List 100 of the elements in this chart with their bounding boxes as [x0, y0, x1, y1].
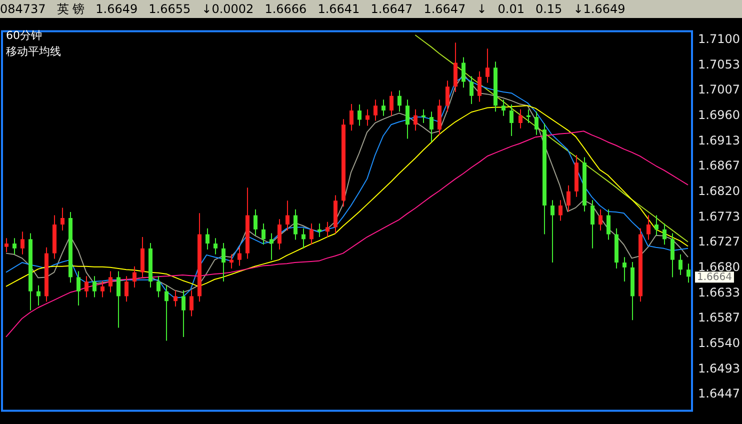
text: 1.6666 [264, 2, 307, 16]
candlestick [294, 208, 298, 240]
candlestick [222, 242, 226, 282]
candlestick [182, 290, 186, 338]
candlestick [382, 99, 386, 116]
y-tick-label: 1.6493 [698, 362, 740, 376]
text: 084737 [0, 2, 46, 16]
candlestick [326, 221, 330, 238]
candlestick [286, 200, 290, 232]
candlestick [486, 48, 490, 84]
text: 1.6664 [697, 272, 732, 283]
candlestick [366, 108, 370, 126]
y-tick-label: 1.6727 [698, 234, 740, 249]
candlestick [518, 108, 522, 129]
candlestick [238, 246, 242, 266]
y-tick-label: 1.7100 [698, 32, 740, 46]
candlestick [350, 103, 354, 132]
candlestick [206, 228, 210, 250]
chart-title: 60分钟 [6, 28, 43, 44]
candlestick [108, 270, 112, 293]
y-tick-label: 1.6447 [698, 386, 740, 401]
candlestick [318, 222, 322, 238]
text: ↓ [476, 2, 487, 16]
candlestick [12, 238, 16, 255]
candlestick [598, 208, 602, 232]
candlestick [84, 276, 88, 298]
candlestick [430, 111, 434, 142]
candlestick [60, 207, 64, 232]
candlestick [462, 56, 466, 88]
candlestick [36, 284, 40, 306]
candlestick [398, 90, 402, 112]
candlestick [302, 228, 306, 249]
y-tick-label: 1.6913 [698, 134, 740, 148]
candlestick [278, 218, 282, 250]
candlestick [390, 90, 394, 116]
candlestick [550, 200, 554, 264]
candlestick [140, 236, 144, 278]
candlestick [622, 256, 626, 282]
candlestick [470, 76, 474, 104]
y-tick-label: 1.7007 [698, 82, 740, 97]
text: 英 镑 [56, 0, 85, 18]
candlestick [174, 290, 178, 308]
candlestick [116, 270, 120, 328]
candlestick [670, 232, 674, 278]
y-tick-label: 1.6960 [698, 108, 740, 122]
candlestick [358, 104, 362, 126]
y-tick-label: 1.6867 [698, 158, 740, 173]
candlestick [214, 238, 218, 255]
candlestick [502, 99, 506, 116]
text: ↓0.0002 [202, 2, 254, 16]
candlestick [478, 70, 482, 102]
candlestick [100, 280, 104, 298]
candlestick [606, 208, 610, 240]
candlestick [374, 99, 378, 122]
candlestick [646, 214, 650, 240]
y-tick-label: 1.6773 [698, 210, 740, 224]
candlestick [230, 254, 234, 270]
candlestick [20, 231, 24, 255]
candlestick [422, 108, 426, 124]
candlestick [124, 276, 128, 302]
candlestick [414, 108, 418, 132]
candlestick [590, 200, 594, 249]
candlestick [270, 232, 274, 260]
candlestick [678, 254, 682, 276]
text: 0.01 [498, 2, 524, 16]
candlestick [254, 208, 258, 236]
y-tick-label: 1.6820 [698, 184, 740, 198]
candlestick [446, 80, 450, 112]
candlestick [164, 284, 168, 342]
candlestick [566, 184, 570, 212]
text: 移动平均线 [6, 44, 61, 60]
candlestick [262, 222, 266, 246]
candlestick [662, 222, 666, 246]
candlestick [310, 222, 314, 246]
y-tick-label: 1.6633 [698, 286, 740, 300]
y-tick-label: 1.6587 [698, 310, 740, 325]
candlestick [132, 266, 136, 288]
candlestick [686, 263, 690, 284]
text: 0.15 [535, 2, 562, 16]
candlestick [654, 214, 658, 236]
candlestick [438, 99, 442, 136]
candlestick [190, 290, 194, 317]
text: 1.6647 [370, 2, 413, 16]
text: ↓1.6649 [573, 2, 626, 16]
candlestick [558, 200, 562, 222]
candlestick [454, 42, 458, 93]
candlestick [526, 108, 530, 124]
text: 1.6641 [318, 2, 360, 16]
candlestick [534, 111, 538, 136]
y-tick-label: 1.6540 [698, 336, 740, 350]
text: 1.6647 [424, 2, 466, 16]
candlestick [156, 276, 160, 298]
text: 1.6655 [148, 2, 191, 16]
y-tick-label: 1.7053 [698, 58, 740, 72]
candlestick [92, 276, 96, 298]
candlestick [76, 270, 80, 306]
candlestick [510, 104, 514, 137]
candlestick [406, 99, 410, 140]
text: 1.6649 [96, 2, 138, 16]
candlestick [4, 238, 8, 253]
